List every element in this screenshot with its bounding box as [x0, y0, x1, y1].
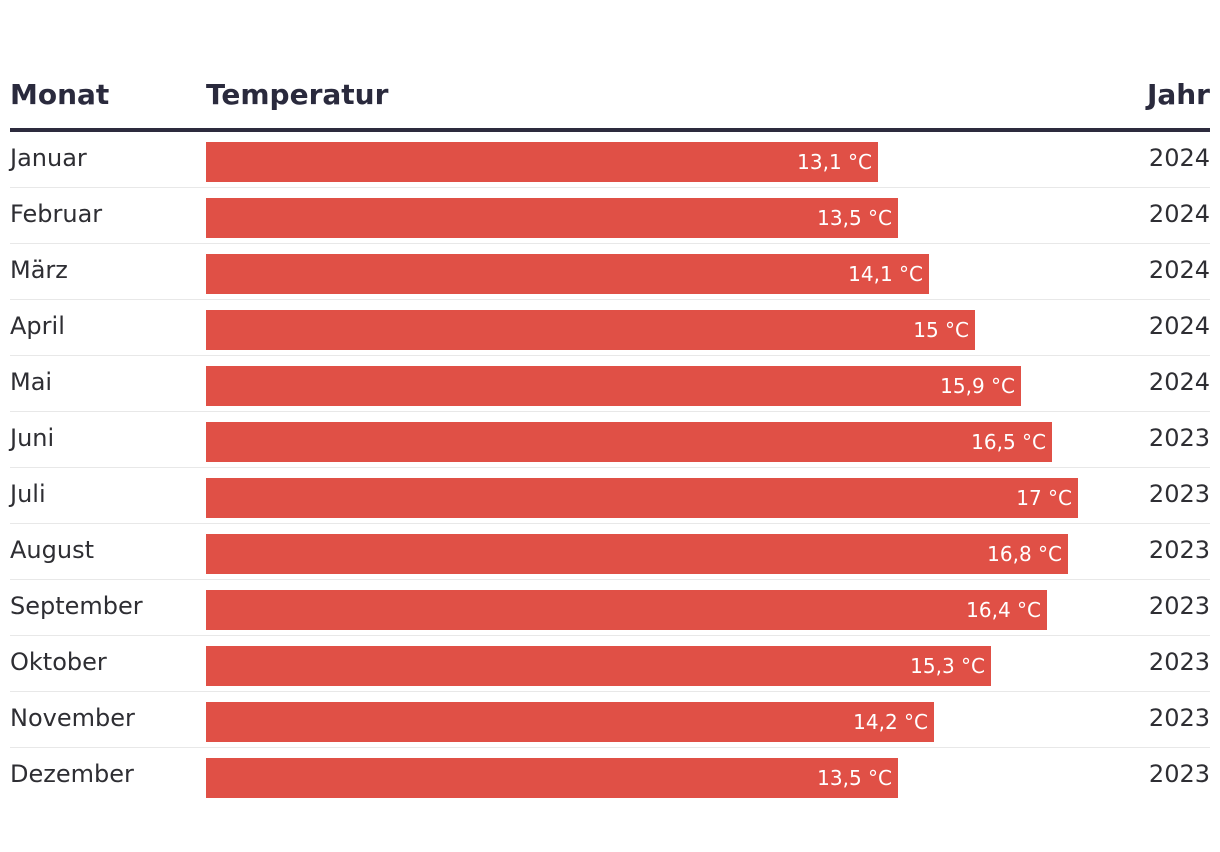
- temperature-bar: 15,3 °C: [206, 646, 991, 686]
- temperature-value-label: 16,4 °C: [966, 598, 1041, 622]
- table-row: Juni 16,5 °C 2023: [10, 412, 1210, 468]
- table-row: April 15 °C 2024: [10, 300, 1210, 356]
- year-label: 2024: [1148, 200, 1210, 228]
- year-label: 2024: [1148, 368, 1210, 396]
- month-label: November: [10, 704, 135, 732]
- column-header-month: Monat: [10, 78, 110, 111]
- month-label: Juli: [10, 480, 46, 508]
- temperature-bar: 17 °C: [206, 478, 1078, 518]
- temperature-value-label: 14,2 °C: [853, 710, 928, 734]
- year-label: 2023: [1148, 424, 1210, 452]
- year-label: 2023: [1148, 760, 1210, 788]
- temperature-value-label: 15 °C: [913, 318, 969, 342]
- temperature-table: Monat Temperatur Jahr Januar 13,1 °C 2024 F…: [10, 72, 1210, 804]
- month-label: März: [10, 256, 68, 284]
- table-row: September 16,4 °C 2023: [10, 580, 1210, 636]
- year-label: 2023: [1148, 592, 1210, 620]
- temperature-bar: 15,9 °C: [206, 366, 1021, 406]
- temperature-value-label: 15,3 °C: [910, 654, 985, 678]
- temperature-bar: 14,2 °C: [206, 702, 934, 742]
- month-label: Oktober: [10, 648, 107, 676]
- temperature-value-label: 13,5 °C: [817, 766, 892, 790]
- month-label: Mai: [10, 368, 53, 396]
- year-label: 2024: [1148, 312, 1210, 340]
- month-label: Dezember: [10, 760, 134, 788]
- column-header-temperature: Temperatur: [206, 78, 389, 111]
- year-label: 2023: [1148, 648, 1210, 676]
- table-header: Monat Temperatur Jahr: [10, 72, 1210, 132]
- temperature-bar: 13,1 °C: [206, 142, 878, 182]
- table-row: Mai 15,9 °C 2024: [10, 356, 1210, 412]
- temperature-bar: 14,1 °C: [206, 254, 929, 294]
- temperature-value-label: 17 °C: [1016, 486, 1072, 510]
- month-label: August: [10, 536, 94, 564]
- month-label: September: [10, 592, 143, 620]
- temperature-bar: 16,5 °C: [206, 422, 1052, 462]
- temperature-value-label: 16,8 °C: [987, 542, 1062, 566]
- temperature-value-label: 16,5 °C: [971, 430, 1046, 454]
- table-row: Oktober 15,3 °C 2023: [10, 636, 1210, 692]
- temperature-bar: 16,8 °C: [206, 534, 1068, 574]
- temperature-bar: 13,5 °C: [206, 198, 898, 238]
- table-body: Januar 13,1 °C 2024 Februar 13,5 °C 2024 März 1…: [10, 132, 1210, 804]
- month-label: Februar: [10, 200, 103, 228]
- table-row: August 16,8 °C 2023: [10, 524, 1210, 580]
- year-label: 2023: [1148, 480, 1210, 508]
- table-row: Januar 13,1 °C 2024: [10, 132, 1210, 188]
- table-row: November 14,2 °C 2023: [10, 692, 1210, 748]
- temperature-bar: 16,4 °C: [206, 590, 1047, 630]
- year-label: 2023: [1148, 704, 1210, 732]
- year-label: 2023: [1148, 536, 1210, 564]
- month-label: Juni: [10, 424, 55, 452]
- table-row: März 14,1 °C 2024: [10, 244, 1210, 300]
- table-row: Dezember 13,5 °C 2023: [10, 748, 1210, 804]
- temperature-value-label: 13,1 °C: [797, 150, 872, 174]
- year-label: 2024: [1148, 256, 1210, 284]
- month-label: Januar: [10, 144, 87, 172]
- month-label: April: [10, 312, 65, 340]
- temperature-bar: 13,5 °C: [206, 758, 898, 798]
- table-row: Februar 13,5 °C 2024: [10, 188, 1210, 244]
- column-header-year: Jahr: [1146, 78, 1210, 111]
- temperature-value-label: 13,5 °C: [817, 206, 892, 230]
- temperature-bar: 15 °C: [206, 310, 975, 350]
- temperature-value-label: 15,9 °C: [940, 374, 1015, 398]
- temperature-value-label: 14,1 °C: [848, 262, 923, 286]
- table-row: Juli 17 °C 2023: [10, 468, 1210, 524]
- year-label: 2024: [1148, 144, 1210, 172]
